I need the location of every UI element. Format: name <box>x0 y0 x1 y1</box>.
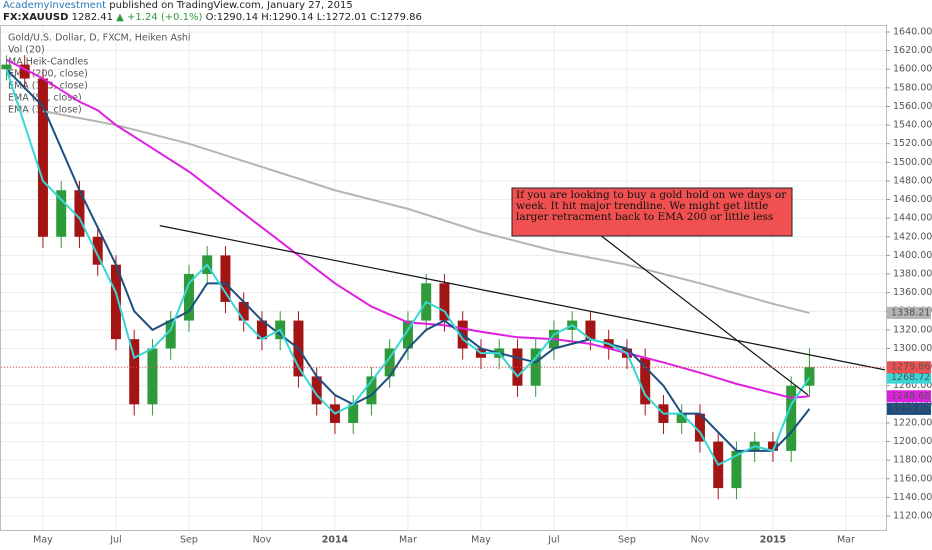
candle-body <box>384 348 395 377</box>
price-tag <box>887 371 931 384</box>
y-tick-label: 1640.00 <box>893 26 932 37</box>
header: AcademyInvestment published on TradingVi… <box>3 0 422 24</box>
y-tick-label: 1180.00 <box>893 455 932 466</box>
y-tick-label: 1360.00 <box>893 287 932 298</box>
candle-body <box>129 339 140 405</box>
candle-body <box>767 441 778 451</box>
candle-body <box>366 376 377 405</box>
high: H:1290.14 <box>261 12 314 23</box>
price-tag-label: 1248.66 <box>891 391 930 402</box>
published: published on TradingView.com, January 27… <box>109 0 353 11</box>
candle-body <box>439 283 450 321</box>
price-tag-label: 1235.07 <box>891 403 930 414</box>
annotation-box <box>511 187 793 237</box>
ema-line <box>5 68 811 467</box>
trendline <box>159 225 886 371</box>
price-tag <box>887 361 931 374</box>
candle-body <box>348 404 359 423</box>
candle-body <box>19 64 30 79</box>
y-tick-label: 1400.00 <box>893 250 932 261</box>
ema-line <box>42 110 810 314</box>
x-tick-label: Nov <box>691 535 710 546</box>
price-tag <box>887 306 931 319</box>
legend-entry: EMA (200, close) <box>8 69 88 80</box>
y-tick-label: 1480.00 <box>893 175 932 186</box>
candle-body <box>402 320 413 349</box>
x-tick-label: Nov <box>253 535 272 546</box>
candle-body <box>110 264 121 340</box>
low: L:1272.01 <box>316 12 367 23</box>
y-tick-label: 1620.00 <box>893 45 932 56</box>
change: ▲ +1.24 (+0.1%) <box>116 12 203 23</box>
y-tick-label: 1460.00 <box>893 194 932 205</box>
symbol: FX:XAUUSD <box>3 12 69 23</box>
candle-body <box>804 367 815 386</box>
y-tick-label: 1600.00 <box>893 64 932 75</box>
candle-body <box>37 78 48 237</box>
x-tick-label: Jul <box>109 535 121 546</box>
plot-frame <box>0 25 887 531</box>
open: O:1290.14 <box>205 12 259 23</box>
y-tick-label: 1260.00 <box>893 380 932 391</box>
x-tick-label: 2014 <box>322 535 349 546</box>
y-tick-label: 1160.00 <box>893 473 932 484</box>
candle-body <box>165 320 176 349</box>
candle-body <box>74 190 85 237</box>
candle-body <box>676 413 687 423</box>
y-tick-label: 1200.00 <box>893 436 932 447</box>
candle-body <box>311 376 322 405</box>
last: 1282.41 <box>71 12 113 23</box>
y-tick-label: 1560.00 <box>893 101 932 112</box>
trendline <box>599 234 809 396</box>
price-tag-label: 1268.72 <box>891 372 930 383</box>
legend-entry: MA Heik-Candles <box>8 57 88 68</box>
candle-body <box>92 236 103 265</box>
x-tick-label: May <box>33 535 53 546</box>
y-tick-label: 1580.00 <box>893 82 932 93</box>
y-tick-label: 1540.00 <box>893 120 932 131</box>
y-tick-label: 1140.00 <box>893 492 932 503</box>
y-tick-label: 1500.00 <box>893 157 932 168</box>
candle-body <box>183 274 194 321</box>
candle-body <box>238 301 249 321</box>
ema-line <box>6 59 810 399</box>
candle-body <box>220 255 231 302</box>
x-tick-label: 2015 <box>760 535 786 546</box>
y-tick-label: 1120.00 <box>893 511 932 522</box>
x-tick-label: Sep <box>180 535 198 546</box>
author[interactable]: AcademyInvestment <box>3 0 107 11</box>
y-tick-label: 1320.00 <box>893 324 932 335</box>
y-tick-label: 1420.00 <box>893 231 932 242</box>
x-tick-label: Jul <box>547 535 559 546</box>
candle-body <box>56 190 67 237</box>
annotation: If you are looking to buy a gold hold on… <box>516 189 787 223</box>
close: C:1279.86 <box>370 12 422 23</box>
x-tick-label: Mar <box>837 535 855 546</box>
candle-body <box>256 320 267 340</box>
candle-body <box>640 357 651 405</box>
x-tick-label: May <box>471 535 491 546</box>
candle-body <box>1 64 12 70</box>
price-tag <box>887 390 931 403</box>
x-tick-label: Mar <box>399 535 417 546</box>
candle-body <box>731 450 742 489</box>
candle-body <box>585 320 596 340</box>
candle-body <box>694 413 705 442</box>
price-tag-label: 1279.86 <box>891 362 930 373</box>
y-tick-label: 1520.00 <box>893 138 932 149</box>
price-tag <box>887 402 931 415</box>
legend-entry: Vol (20) <box>8 45 45 56</box>
price-tag-label: 1338.21 <box>891 307 930 318</box>
y-tick-label: 1220.00 <box>893 417 932 428</box>
ema-line <box>5 68 811 452</box>
legend-title: Gold/U.S. Dollar, D, FXCM, Heiken Ashi <box>8 33 191 44</box>
candle-body <box>147 348 158 405</box>
y-tick-label: 1300.00 <box>893 343 932 354</box>
y-tick-label: 1380.00 <box>893 269 932 280</box>
x-tick-label: Sep <box>618 535 636 546</box>
y-tick-label: 1440.00 <box>893 213 932 224</box>
candle-body <box>786 385 797 451</box>
